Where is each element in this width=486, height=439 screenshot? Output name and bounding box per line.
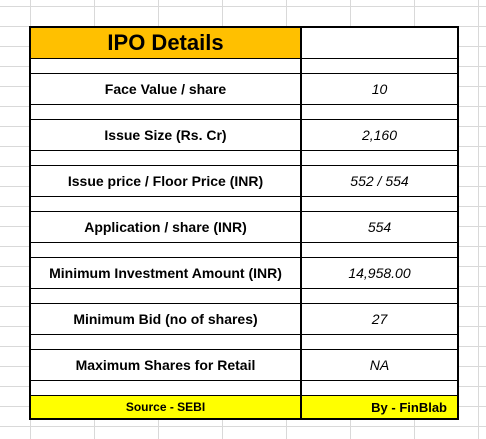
spacer-row bbox=[31, 105, 457, 120]
row-label[interactable]: Minimum Bid (no of shares) bbox=[31, 304, 302, 334]
table-row: Minimum Investment Amount (INR) 14,958.0… bbox=[31, 258, 457, 289]
spacer-row bbox=[31, 243, 457, 258]
row-label[interactable]: Issue price / Floor Price (INR) bbox=[31, 166, 302, 196]
table-row: Minimum Bid (no of shares) 27 bbox=[31, 304, 457, 335]
title-row: IPO Details bbox=[31, 28, 457, 59]
row-label[interactable]: Maximum Shares for Retail bbox=[31, 350, 302, 380]
row-label[interactable]: Issue Size (Rs. Cr) bbox=[31, 120, 302, 150]
row-value[interactable]: NA bbox=[369, 357, 390, 373]
spacer-row bbox=[31, 59, 457, 74]
ipo-details-table: IPO Details Face Value / share 10 Issue … bbox=[29, 26, 459, 420]
row-value[interactable]: 554 bbox=[367, 219, 392, 235]
credit-label[interactable]: By - FinBlab bbox=[302, 396, 457, 418]
row-value[interactable]: 2,160 bbox=[361, 127, 398, 143]
row-value[interactable]: 10 bbox=[371, 81, 388, 97]
row-value[interactable]: 14,958.00 bbox=[348, 265, 411, 281]
table-row: Application / share (INR) 554 bbox=[31, 212, 457, 243]
table-row: Issue price / Floor Price (INR) 552 / 55… bbox=[31, 166, 457, 197]
row-label[interactable]: Face Value / share bbox=[31, 74, 302, 104]
row-label[interactable]: Minimum Investment Amount (INR) bbox=[31, 258, 302, 288]
spacer-row bbox=[31, 381, 457, 396]
spacer-row bbox=[31, 197, 457, 212]
row-label[interactable]: Application / share (INR) bbox=[31, 212, 302, 242]
spacer-row bbox=[31, 335, 457, 350]
row-value[interactable]: 27 bbox=[371, 311, 388, 327]
spacer-row bbox=[31, 289, 457, 304]
footer-row: Source - SEBI By - FinBlab bbox=[31, 396, 457, 418]
table-row: Maximum Shares for Retail NA bbox=[31, 350, 457, 381]
spacer-row bbox=[31, 151, 457, 166]
title-blank-cell[interactable] bbox=[302, 28, 457, 58]
source-label[interactable]: Source - SEBI bbox=[31, 396, 302, 418]
table-row: Issue Size (Rs. Cr) 2,160 bbox=[31, 120, 457, 151]
table-row: Face Value / share 10 bbox=[31, 74, 457, 105]
row-value[interactable]: 552 / 554 bbox=[350, 173, 409, 189]
table-title[interactable]: IPO Details bbox=[31, 28, 302, 58]
